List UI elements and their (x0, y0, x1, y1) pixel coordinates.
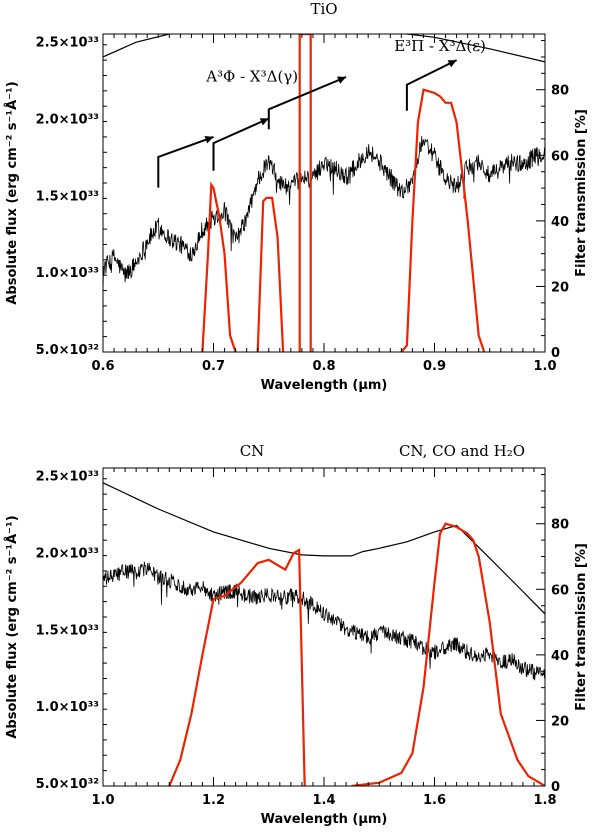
x-axis-title: Wavelength (μm) (261, 812, 388, 827)
plot-frame (102, 33, 546, 353)
band-label: E³Π - X³Δ(ε) (394, 37, 486, 55)
tio-panel: 0.6 0.7 0.8 0.9 1.0 5.0×10³² 1.0×10³³ 1.5×10³³ 2… (4, 0, 589, 393)
y-tick-label-right: 0 (551, 780, 560, 795)
cn-panel: 1.0 1.2 1.4 1.6 1.8 5.0×10³² 1.0×10³³ 1.5×10³³ 2… (4, 442, 589, 827)
x-tick-label: 0.7 (202, 359, 225, 374)
plot-area (103, 34, 545, 352)
y-axis-title-right: Filter transmission [%] (574, 109, 589, 277)
y-tick-label-left: 5.0×10³² (36, 343, 99, 358)
spectrum-line (103, 136, 545, 293)
y-tick-label-right: 40 (551, 215, 569, 230)
y-tick-label-left: 2.0×10³³ (36, 112, 99, 127)
y-tick-label-left: 5.0×10³² (36, 777, 99, 792)
y-tick-label-right: 60 (551, 149, 569, 164)
filter-curve (168, 548, 306, 786)
y-tick-label-right: 80 (551, 84, 569, 99)
x-tick-label: 1.0 (91, 793, 114, 808)
y-tick-label-left: 2.5×10³³ (36, 470, 99, 485)
x-tick-label: 1.4 (312, 793, 335, 808)
response-curve (103, 34, 545, 63)
x-tick-label: 1.2 (202, 793, 225, 808)
cn-co-h2o-label: CN, CO and H₂O (399, 442, 525, 460)
y-axis-title-left: Absolute flux (erg cm⁻² s⁻¹Å⁻¹) (4, 515, 20, 738)
y-tick-label-left: 1.0×10³³ (36, 266, 99, 281)
response-curve (103, 482, 545, 615)
tio-label: TiO (310, 0, 337, 18)
y-tick-label-left: 1.5×10³³ (36, 189, 99, 204)
y-axis-title-left: Absolute flux (erg cm⁻² s⁻¹Å⁻¹) (4, 81, 20, 304)
plot-frame (102, 467, 546, 787)
y-tick-label-left: 2.5×10³³ (36, 36, 99, 51)
y-tick-label-left: 1.0×10³³ (36, 700, 99, 715)
x-tick-label: 0.9 (423, 359, 446, 374)
band-label: A³Φ - X³Δ(γ) (205, 68, 298, 86)
bandhead-arrow (157, 135, 214, 188)
x-tick-label: 0.8 (312, 359, 335, 374)
arrow-head (204, 136, 214, 144)
x-tick-label: 1.0 (533, 359, 556, 374)
x-tick-label: 1.8 (533, 793, 556, 808)
arrow-head (447, 60, 457, 68)
arrow-head (337, 76, 347, 84)
x-axis-title: Wavelength (μm) (261, 378, 388, 393)
filter-curve (400, 88, 486, 352)
filter-curve (201, 181, 237, 352)
arrow-head (259, 118, 269, 126)
y-tick-label-right: 0 (551, 346, 560, 361)
x-tick-label: 0.6 (91, 359, 114, 374)
x-tick-label: 1.6 (423, 793, 446, 808)
y-tick-label-right: 80 (551, 518, 569, 533)
bandhead-arrow (212, 117, 270, 171)
filter-curve (298, 34, 312, 352)
bandhead-arrow (405, 59, 458, 111)
filter-curve (256, 196, 285, 352)
y-tick-label-left: 1.5×10³³ (36, 623, 99, 638)
y-tick-label-right: 60 (551, 583, 569, 598)
bandhead-arrow (267, 76, 347, 130)
filter-curve (351, 522, 545, 786)
plot-area (103, 482, 545, 786)
y-tick-label-left: 2.0×10³³ (36, 546, 99, 561)
cn-label: CN (240, 442, 265, 460)
y-tick-label-right: 40 (551, 649, 569, 664)
y-axis-title-right: Filter transmission [%] (574, 543, 589, 711)
spectrum-line (103, 561, 545, 681)
y-tick-label-right: 20 (551, 280, 569, 295)
y-tick-label-right: 20 (551, 714, 569, 729)
